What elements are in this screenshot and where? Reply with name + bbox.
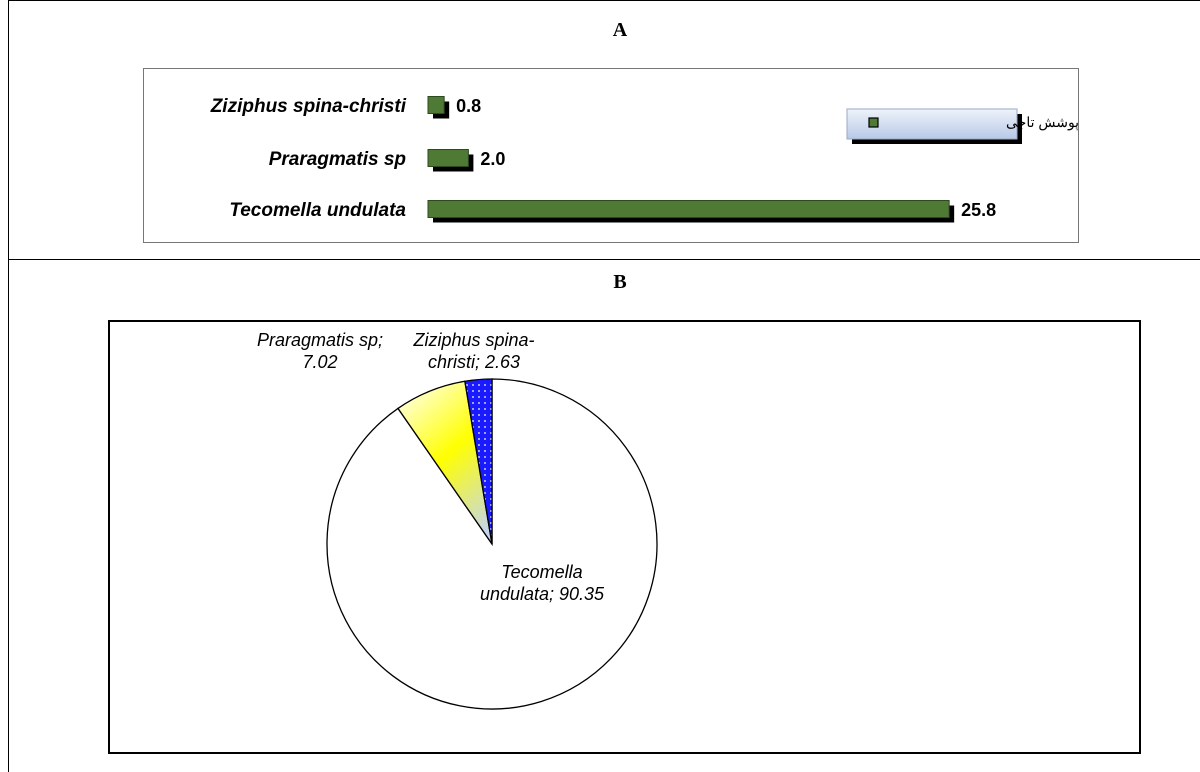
category-label: Praragmatis sp — [269, 149, 406, 170]
frame-left-border — [8, 0, 9, 772]
category-label: Ziziphus spina-christi — [210, 96, 407, 117]
pie-chart: Tecomella undulata; 90.35 Praragmatis sp; 7… — [257, 330, 658, 710]
value-label: 25.8 — [961, 200, 996, 220]
pie-chart-area: Tecomella undulata; 90.35 Praragmatis sp; 7… — [108, 320, 1141, 754]
legend-swatch — [868, 117, 879, 128]
bar — [427, 149, 469, 167]
bar — [427, 200, 950, 218]
pie-slice — [464, 378, 493, 545]
legend-label: درصد پوشش تاجی — [1006, 114, 1078, 131]
bar — [427, 96, 445, 114]
frame-divider — [8, 259, 1200, 260]
panel-a-title: A — [612, 19, 628, 41]
bar-chart: Ziziphus spina-christi 0.8 Praragmatis sp 2… — [210, 96, 1078, 223]
legend: درصد پوشش تاجی — [846, 108, 1078, 144]
category-label: Tecomella undulata — [229, 200, 406, 221]
panel-b-title: B — [613, 271, 627, 293]
slice-label: Ziziphus spina-christi; 2.63 — [412, 330, 534, 372]
slice-label: Praragmatis sp; 7.02 — [257, 330, 383, 372]
slice-label: Tecomella undulata; 90.35 — [480, 562, 605, 604]
frame-top-border — [8, 0, 1200, 1]
value-label: 0.8 — [456, 96, 481, 116]
bar-chart-area: Ziziphus spina-christi 0.8 Praragmatis sp 2… — [143, 68, 1079, 243]
value-label: 2.0 — [480, 149, 505, 169]
